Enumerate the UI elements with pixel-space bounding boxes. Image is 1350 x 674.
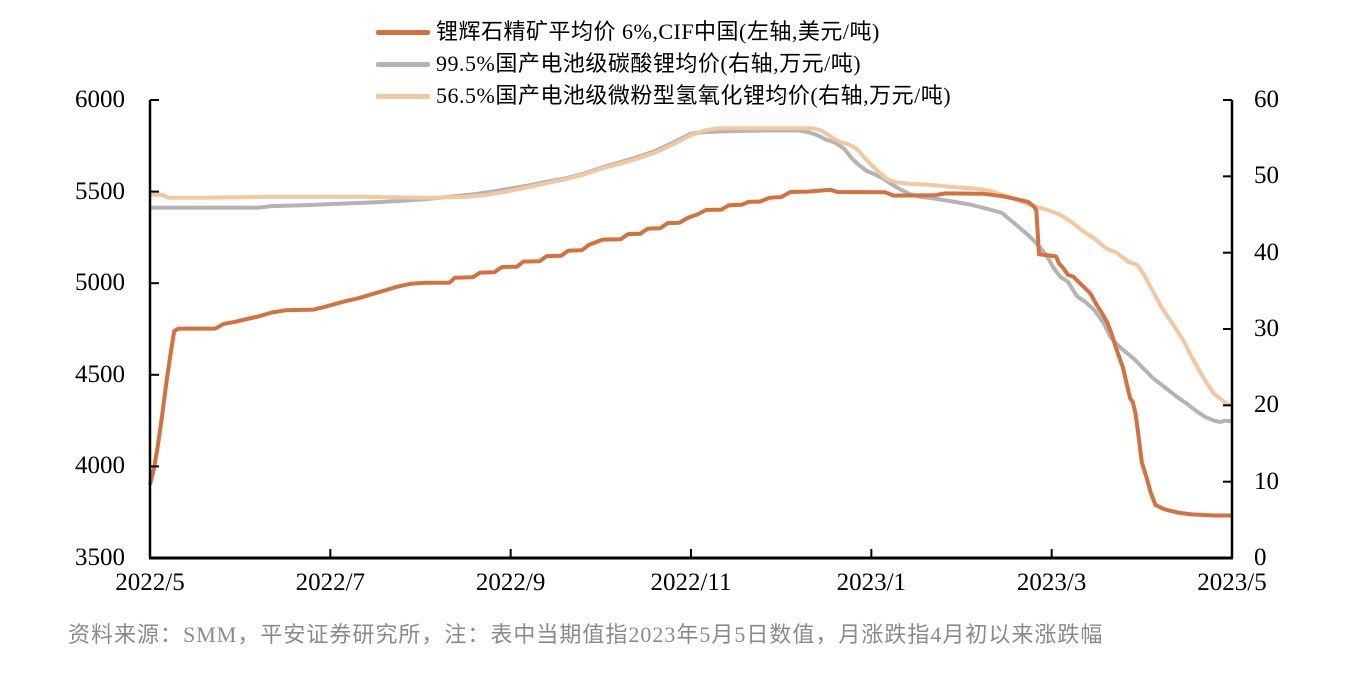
x-tick-label: 2022/5 bbox=[115, 569, 185, 596]
legend-label: 99.5%国产电池级碳酸锂均价(右轴,万元/吨) bbox=[436, 51, 862, 76]
legend-item-lithium-carbonate: 99.5%国产电池级碳酸锂均价(右轴,万元/吨) bbox=[376, 48, 951, 80]
source-note: 资料来源：SMM，平安证券研究所，注：表中当期值指2023年5月5日数值，月涨跌… bbox=[68, 622, 1104, 647]
legend: 锂辉石精矿平均价 6%,CIF中国(左轴,美元/吨) 99.5%国产电池级碳酸锂… bbox=[376, 16, 951, 112]
y-left-tick-label: 5000 bbox=[75, 269, 125, 297]
y-right-tick-label: 30 bbox=[1254, 315, 1279, 342]
legend-item-spodumene: 锂辉石精矿平均价 6%,CIF中国(左轴,美元/吨) bbox=[376, 16, 951, 48]
x-tick-label: 2022/9 bbox=[475, 569, 546, 596]
y-left-tick-label: 5500 bbox=[75, 177, 125, 205]
x-tick-label: 2022/11 bbox=[650, 569, 732, 596]
legend-line-swatch-gray bbox=[376, 61, 430, 67]
y-left-tick-label: 3500 bbox=[75, 544, 125, 571]
series-line-spodumene bbox=[148, 187, 1232, 518]
x-tick-label: 2023/5 bbox=[1197, 569, 1267, 596]
y-left-tick-label: 4500 bbox=[75, 360, 125, 388]
legend-line-swatch-orange bbox=[376, 29, 430, 35]
legend-label: 锂辉石精矿平均价 6%,CIF中国(左轴,美元/吨) bbox=[436, 19, 880, 44]
x-tick-label: 2023/1 bbox=[836, 569, 907, 596]
y-right-tick-label: 60 bbox=[1254, 86, 1279, 113]
y-left-tick-label: 4000 bbox=[75, 452, 125, 480]
x-tick-label: 2022/7 bbox=[295, 569, 366, 596]
legend-item-lithium-hydroxide: 56.5%国产电池级微粉型氢氧化锂均价(右轴,万元/吨) bbox=[376, 80, 951, 112]
y-right-tick-label: 20 bbox=[1254, 391, 1279, 419]
legend-line-swatch-peach bbox=[376, 93, 430, 99]
legend-label: 56.5%国产电池级微粉型氢氧化锂均价(右轴,万元/吨) bbox=[436, 83, 952, 108]
y-right-tick-label: 10 bbox=[1254, 467, 1279, 495]
y-left-tick-label: 6000 bbox=[75, 86, 125, 113]
series-line-lithium-hydroxide bbox=[150, 126, 1233, 408]
x-tick-label: 2023/3 bbox=[1016, 569, 1087, 596]
y-right-tick-label: 0 bbox=[1254, 544, 1267, 571]
y-right-tick-label: 50 bbox=[1254, 162, 1279, 190]
y-right-tick-label: 40 bbox=[1254, 238, 1279, 266]
